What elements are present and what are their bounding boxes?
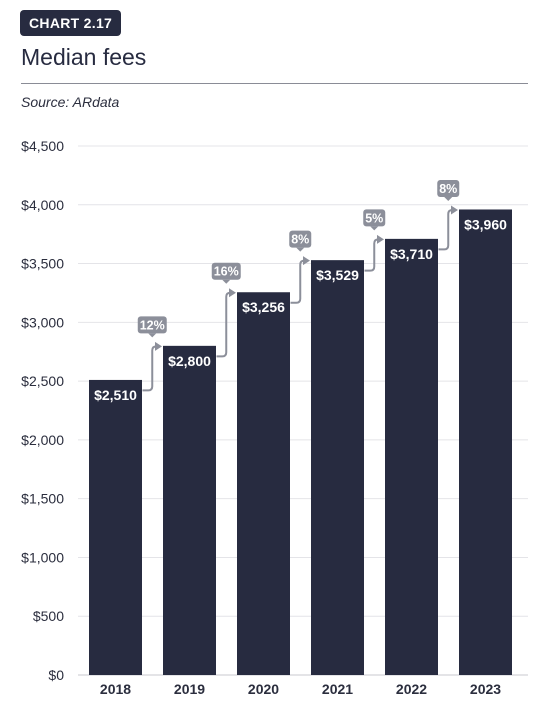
y-tick-label: $2,000 (21, 432, 64, 448)
change-arrowhead (451, 205, 458, 215)
chart-number-badge: CHART 2.17 (20, 10, 122, 36)
x-tick-label: 2019 (174, 681, 205, 697)
y-tick-label: $1,500 (21, 491, 64, 507)
change-percent-label: 16% (214, 265, 239, 279)
change-arrowhead (377, 234, 384, 244)
change-percent-label: 8% (439, 182, 457, 196)
y-tick-label: $3,500 (21, 256, 64, 272)
change-arrowhead (155, 341, 162, 351)
change-box-pointer (370, 226, 379, 231)
change-arrow (364, 238, 379, 272)
change-arrowhead (229, 288, 236, 298)
bar-2020 (237, 292, 290, 675)
y-axis-tick-labels: $0 $500 $1,000 $1,500 $2,000 $2,500 $3,000 $3,5… (21, 138, 64, 683)
x-axis-tick-labels: 2018 2019 2020 2021 2022 2023 (100, 681, 501, 697)
change-box-pointer (296, 247, 305, 252)
bar-2023 (459, 209, 512, 676)
change-box (137, 316, 167, 334)
change-percent-label: 5% (365, 211, 383, 225)
change-box (363, 209, 386, 227)
source-note: Source: ARdata (21, 94, 120, 110)
bars: $2,510 $2,800 $3,256 $3,529 $3,710 $3,960 (89, 209, 512, 676)
bar-2018 (89, 379, 142, 675)
change-arrow (216, 291, 231, 358)
bar-2021 (311, 260, 364, 675)
change-box (289, 230, 312, 248)
change-percent-label: 8% (291, 233, 309, 247)
change-box-pointer (148, 333, 157, 338)
change-box-pointer (222, 279, 231, 284)
y-tick-label: $2,500 (21, 373, 64, 389)
change-arrows: 12% 16% 8% 5% 8% (137, 179, 460, 392)
change-box (211, 262, 241, 280)
change-arrowhead (303, 256, 310, 266)
y-tick-label: $3,000 (21, 314, 64, 330)
bar-2022 (385, 238, 438, 675)
bar-value-label: $2,800 (168, 353, 211, 369)
bar-value-label: $3,529 (316, 267, 359, 283)
change-box (437, 179, 460, 197)
title-divider (21, 83, 528, 84)
y-tick-label: $4,000 (21, 197, 64, 213)
gridlines (78, 145, 528, 676)
bar-value-label: $2,510 (94, 387, 137, 403)
chart-title: Median fees (21, 44, 147, 70)
x-tick-label: 2020 (248, 681, 279, 697)
y-tick-label: $1,000 (21, 549, 64, 565)
change-arrow (142, 345, 157, 392)
bar-value-label: $3,256 (242, 299, 285, 315)
y-tick-label: $4,500 (21, 138, 64, 154)
y-tick-label: $500 (33, 608, 64, 624)
y-tick-label: $0 (48, 667, 64, 683)
change-arrow (290, 259, 305, 304)
change-arrow (438, 208, 453, 251)
bar-value-label: $3,960 (464, 216, 507, 232)
bar-value-label: $3,710 (390, 246, 433, 262)
x-tick-label: 2023 (470, 681, 501, 697)
x-tick-label: 2018 (100, 681, 131, 697)
change-percent-label: 12% (140, 318, 165, 332)
change-box-pointer (444, 196, 453, 201)
bar-2019 (163, 345, 216, 675)
x-tick-label: 2022 (396, 681, 427, 697)
x-tick-label: 2021 (322, 681, 353, 697)
